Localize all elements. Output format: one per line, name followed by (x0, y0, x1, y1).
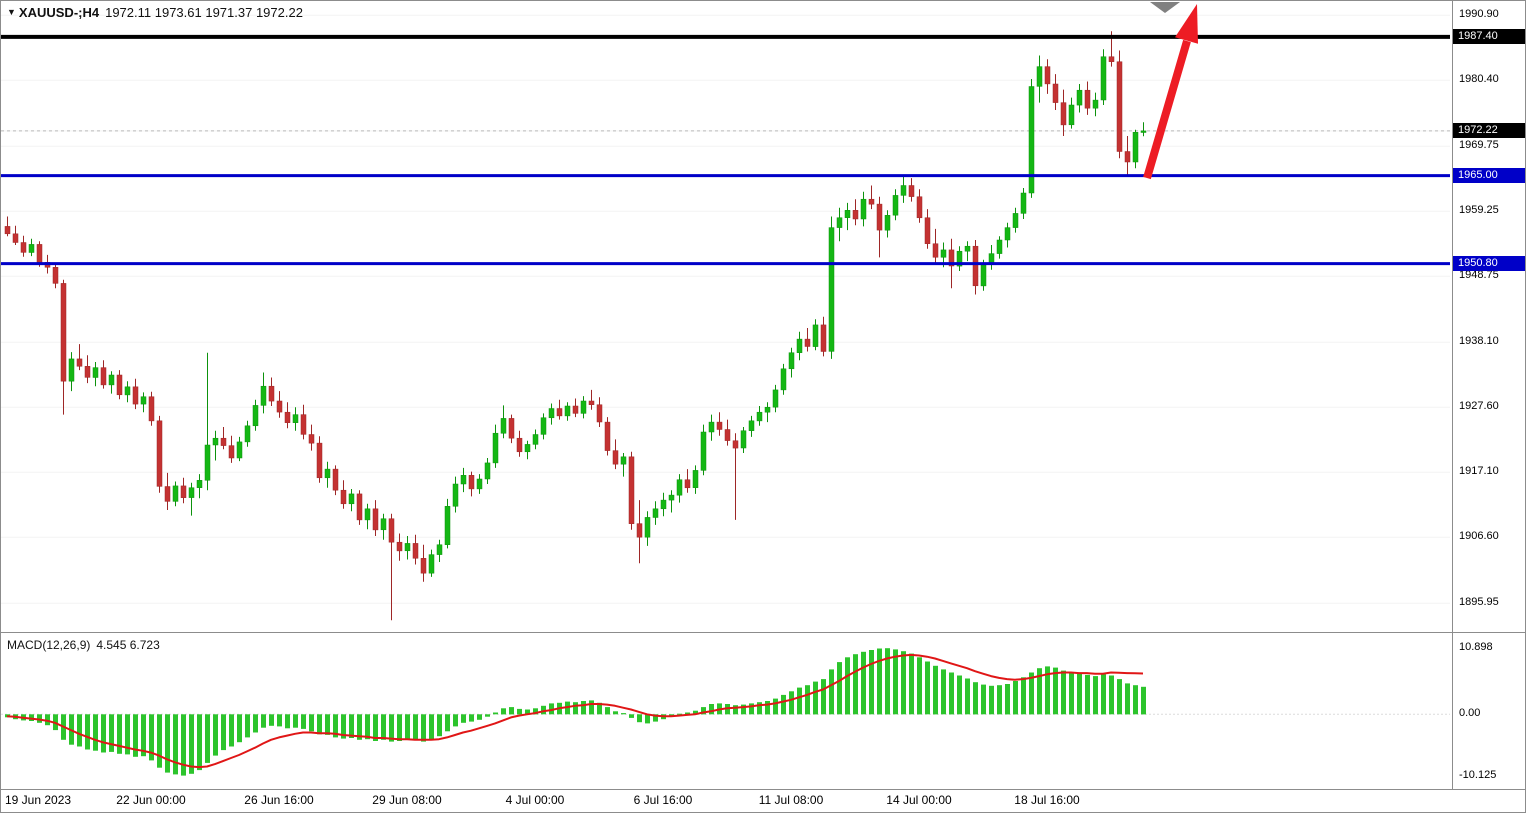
time-tick-label: 26 Jun 16:00 (244, 793, 314, 807)
macd-tick-label: -10.125 (1459, 769, 1497, 781)
symbol-timeframe-label: XAUUSD-;H4 (18, 5, 100, 20)
price-tick-label: 1906.60 (1459, 530, 1499, 542)
price-level-badge: 1965.00 (1453, 168, 1525, 183)
time-tick-label: 18 Jul 16:00 (1014, 793, 1080, 807)
macd-tick-label: 0.00 (1459, 707, 1481, 719)
price-level-badge: 1972.22 (1453, 123, 1525, 138)
price-tick-label: 1990.90 (1459, 8, 1499, 20)
price-tick-label: 1980.40 (1459, 73, 1499, 85)
trend-arrow-annotation (1175, 4, 1198, 44)
price-tick-label: 1938.10 (1459, 335, 1499, 347)
macd-current-values: 4.545 6.723 (96, 638, 160, 652)
price-tick-label: 1927.60 (1459, 400, 1499, 412)
price-tick-label: 1895.95 (1459, 596, 1499, 608)
time-tick-label: 11 Jul 08:00 (758, 793, 824, 807)
macd-tick-label: 10.898 (1459, 641, 1493, 653)
macd-canvas[interactable] (1, 633, 1452, 789)
price-tick-label: 1959.25 (1459, 204, 1499, 216)
price-axis[interactable]: 1990.90 1980.40 1969.75 1959.25 1948.75 1938.… (1452, 1, 1525, 790)
price-tick-label: 1917.10 (1459, 465, 1499, 477)
price-tick-label: 1969.75 (1459, 139, 1499, 151)
dropdown-arrow-icon[interactable]: ▼ (7, 7, 16, 17)
macd-signal-line (6, 653, 1144, 769)
chart-shift-marker-icon (1150, 2, 1180, 13)
macd-name: MACD(12,26,9) (7, 638, 91, 652)
time-axis[interactable]: 19 Jun 2023 22 Jun 00:00 26 Jun 16:00 29 Ju… (1, 790, 1525, 812)
price-level-badge: 1950.80 (1453, 256, 1525, 271)
panel-separator-top[interactable] (1, 632, 1525, 633)
symbol-ohlc-header: ▼ XAUUSD-;H4 1972.11 1973.61 1971.37 1972.… (7, 5, 303, 20)
price-chart-canvas[interactable] (1, 1, 1452, 632)
time-tick-label: 4 Jul 00:00 (505, 793, 565, 807)
macd-indicator-label: MACD(12,26,9) 4.545 6.723 (7, 638, 166, 652)
ohlc-values: 1972.11 1973.61 1971.37 1972.22 (105, 5, 303, 20)
axis-separator-vertical (1452, 1, 1453, 790)
price-tick-label: 1948.75 (1459, 269, 1499, 281)
time-tick-label: 22 Jun 00:00 (116, 793, 186, 807)
time-tick-label: 19 Jun 2023 (5, 793, 72, 807)
time-tick-label: 6 Jul 16:00 (633, 793, 693, 807)
price-level-badge: 1987.40 (1453, 29, 1525, 44)
panel-separator-bottom (1, 789, 1525, 790)
time-tick-label: 29 Jun 08:00 (372, 793, 442, 807)
time-tick-label: 14 Jul 00:00 (886, 793, 952, 807)
